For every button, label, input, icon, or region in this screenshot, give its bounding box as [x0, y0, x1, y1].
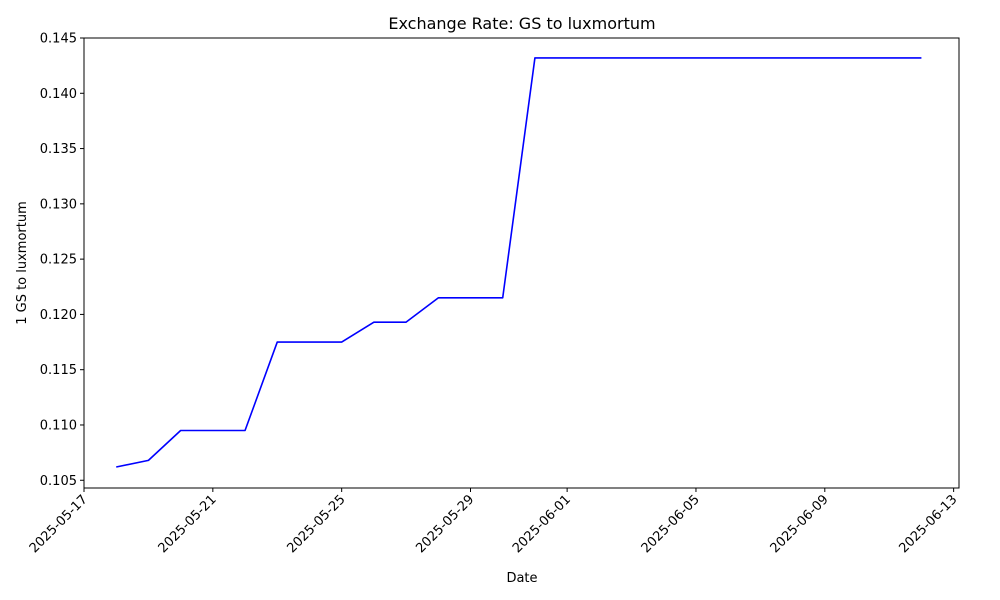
x-tick-label: 2025-06-05: [639, 492, 703, 556]
y-tick-label: 0.145: [40, 32, 77, 47]
series-line: [116, 57, 922, 468]
y-tick-label: 0.110: [40, 418, 77, 433]
y-axis-label: 1 GS to luxmortum: [15, 201, 30, 325]
y-tick-label: 0.115: [40, 363, 77, 378]
plot-frame: [83, 37, 960, 489]
y-tick-label: 0.140: [40, 87, 77, 102]
x-axis-label: Date: [506, 571, 537, 586]
x-tick-label: 2025-05-25: [284, 492, 348, 556]
chart-title: Exchange Rate: GS to luxmortum: [388, 14, 655, 33]
x-tick-label: 2025-06-13: [896, 492, 960, 556]
y-tick-label: 0.130: [40, 197, 77, 212]
x-tick-label: 2025-06-09: [768, 492, 832, 556]
x-tick-label: 2025-05-21: [156, 492, 220, 556]
x-tick-label: 2025-05-17: [27, 492, 91, 556]
y-tick-label: 0.105: [40, 474, 77, 489]
x-tick-label: 2025-05-29: [413, 492, 477, 556]
plot-area: 0.105 0.110 0.115 0.120 0.125 0.130 0.135 0.140…: [27, 32, 961, 557]
y-tick-label: 0.125: [40, 253, 77, 268]
x-tick-label: 2025-06-01: [510, 492, 574, 556]
y-tick-label: 0.120: [40, 308, 77, 323]
y-tick-label: 0.135: [40, 142, 77, 157]
